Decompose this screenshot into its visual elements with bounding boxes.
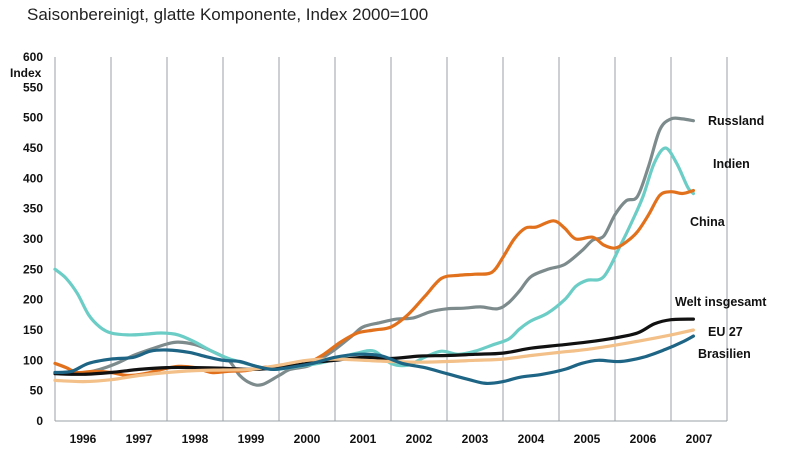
y-axis-label: Index [10, 66, 42, 80]
y-tick-label: 200 [23, 293, 43, 307]
x-tick-label: 1998 [182, 432, 209, 446]
series-labels: Russland Indien China Welt insgesamt EU 27 Br… [675, 114, 767, 361]
x-tick-label: 1996 [70, 432, 97, 446]
y-tick-label: 0 [36, 414, 43, 428]
y-tick-label: 50 [30, 384, 44, 398]
y-tick-label: 100 [23, 353, 43, 367]
x-tick-label: 2005 [574, 432, 601, 446]
series-label-eu-27: EU 27 [708, 325, 743, 339]
grid [54, 57, 728, 421]
series-label-china: China [690, 215, 726, 229]
series-line-indien [53, 146, 695, 372]
x-tick-label: 2007 [686, 432, 713, 446]
y-tick-label: 450 [23, 141, 43, 155]
series-line-russland [53, 116, 695, 387]
y-tick-label: 500 [23, 111, 43, 125]
x-tick-label: 2002 [406, 432, 433, 446]
series-label-indien: Indien [713, 157, 750, 171]
y-tick-label: 600 [23, 50, 43, 64]
y-tick-label: 150 [23, 323, 43, 337]
x-tick-label: 1997 [126, 432, 153, 446]
y-tick-label: 350 [23, 202, 43, 216]
series-lines [53, 116, 695, 387]
series-line-brasilien [53, 334, 695, 386]
y-tick-label: 400 [23, 171, 43, 185]
series-label-brasilien: Brasilien [698, 347, 751, 361]
y-tick-label: 300 [23, 232, 43, 246]
series-label-russland: Russland [708, 114, 764, 128]
series-line-eu-27 [53, 328, 695, 384]
series-label-welt-insgesamt: Welt insgesamt [675, 295, 767, 309]
chart-title: Saisonbereinigt, glatte Komponente, Inde… [27, 5, 429, 24]
x-tick-label: 2004 [518, 432, 545, 446]
x-tick-label: 2003 [462, 432, 489, 446]
x-tick-label: 2000 [294, 432, 321, 446]
axes: 0 50 100 150 200 250 300 350 400 450 500 550 600 Inde… [10, 50, 727, 446]
y-tick-label: 550 [23, 80, 43, 94]
x-tick-label: 2006 [630, 432, 657, 446]
x-tick-label: 2001 [350, 432, 377, 446]
y-tick-label: 250 [23, 262, 43, 276]
x-tick-label: 1999 [238, 432, 265, 446]
